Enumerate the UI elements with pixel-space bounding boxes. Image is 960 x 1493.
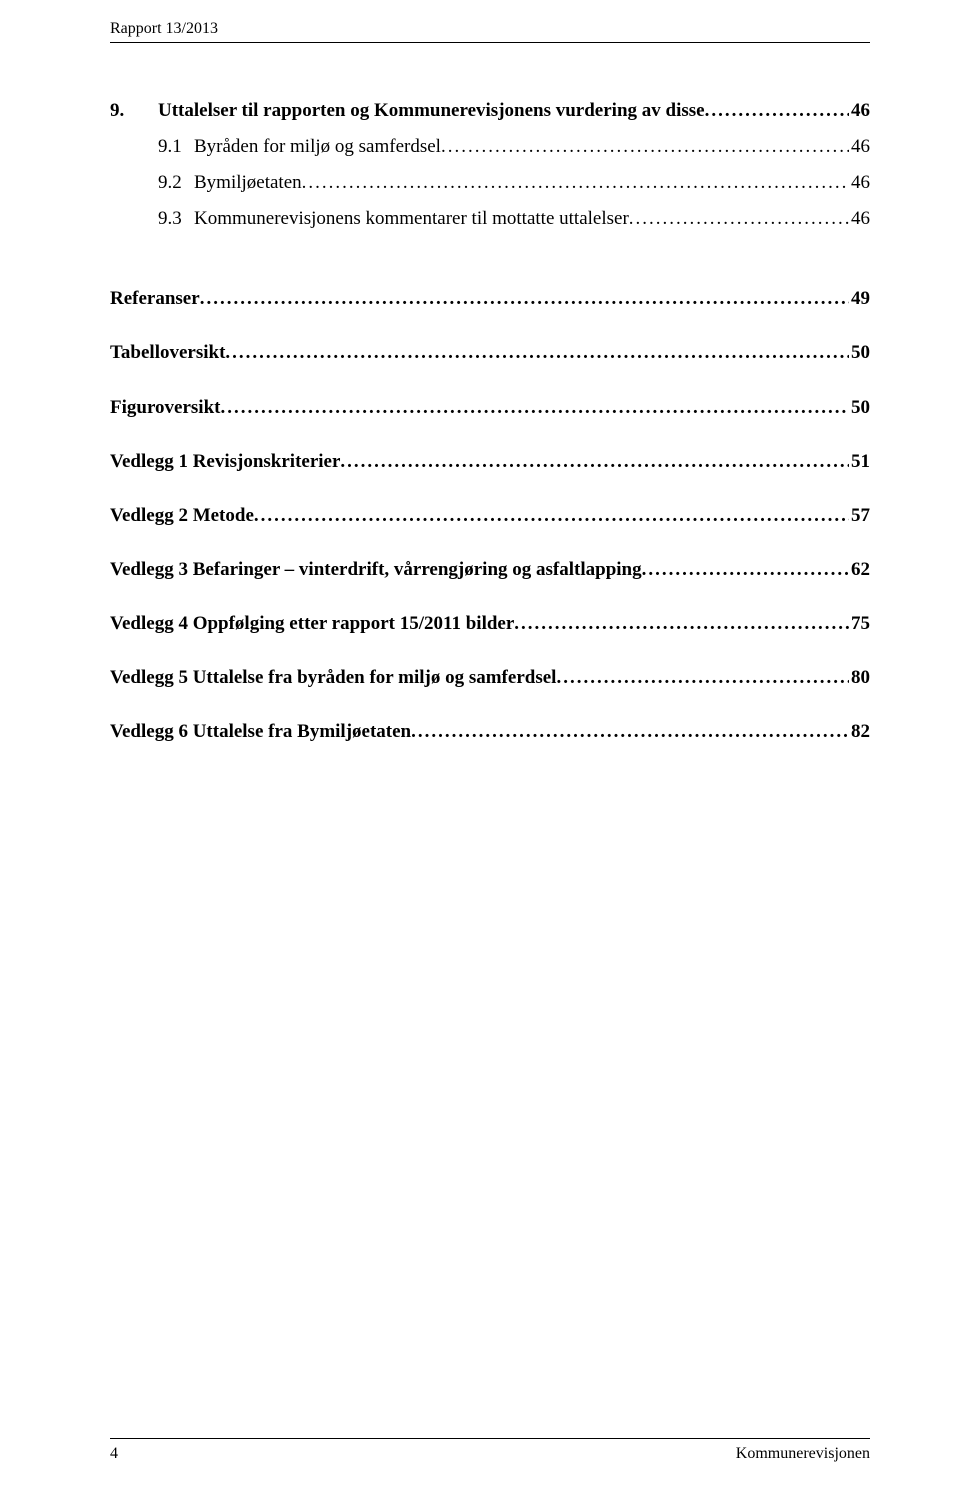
toc-leader-dots <box>220 390 849 426</box>
toc-page-number: 62 <box>849 552 870 588</box>
toc-referanser: Referanser 49 <box>110 281 870 317</box>
toc-page-number: 50 <box>849 335 870 371</box>
toc-leader-dots <box>629 201 849 237</box>
page: Rapport 13/2013 9. Uttalelser til rappor… <box>0 0 960 1493</box>
toc-vedlegg-3: Vedlegg 3 Befaringer – vinterdrift, vårr… <box>110 552 870 588</box>
toc-label: Vedlegg 4 Oppfølging etter rapport 15/20… <box>110 606 514 642</box>
toc-number: 9. <box>110 93 158 129</box>
toc-label: Kommunerevisjonens kommentarer til motta… <box>194 201 629 237</box>
toc-label: Referanser <box>110 281 200 317</box>
toc-leader-dots <box>411 714 849 750</box>
toc-leader-dots <box>514 606 849 642</box>
toc-label: Vedlegg 2 Metode <box>110 498 254 534</box>
toc-page-number: 57 <box>849 498 870 534</box>
toc-page-number: 49 <box>849 281 870 317</box>
toc-vedlegg-1: Vedlegg 1 Revisjonskriterier 51 <box>110 444 870 480</box>
toc-page-number: 46 <box>849 129 870 165</box>
toc-vedlegg-2: Vedlegg 2 Metode 57 <box>110 498 870 534</box>
toc-label: Tabelloversikt <box>110 335 225 371</box>
toc-page-number: 75 <box>849 606 870 642</box>
toc-tabelloversikt: Tabelloversikt 50 <box>110 335 870 371</box>
toc-label: Figuroversikt <box>110 390 220 426</box>
toc-number: 9.2 <box>158 165 194 201</box>
toc-vedlegg-5: Vedlegg 5 Uttalelse fra byråden for milj… <box>110 660 870 696</box>
toc-section-9-1: 9.1 Byråden for miljø og samferdsel 46 <box>110 129 870 165</box>
toc-leader-dots <box>254 498 849 534</box>
toc-page-number: 50 <box>849 390 870 426</box>
toc-leader-dots <box>642 552 849 588</box>
toc-label: Vedlegg 5 Uttalelse fra byråden for milj… <box>110 660 556 696</box>
toc-label: Byråden for miljø og samferdsel <box>194 129 441 165</box>
toc-label: Uttalelser til rapporten og Kommunerevis… <box>158 93 705 129</box>
header-report-id: Rapport 13/2013 <box>110 20 870 43</box>
page-footer: 4 Kommunerevisjonen <box>110 1438 870 1463</box>
toc-vedlegg-6: Vedlegg 6 Uttalelse fra Bymiljøetaten 82 <box>110 714 870 750</box>
toc-leader-dots <box>340 444 849 480</box>
toc-chapter-9: 9. Uttalelser til rapporten og Kommunere… <box>110 93 870 129</box>
footer-page-number: 4 <box>110 1445 118 1463</box>
toc-vedlegg-4: Vedlegg 4 Oppfølging etter rapport 15/20… <box>110 606 870 642</box>
toc-leader-dots <box>200 281 849 317</box>
toc-leader-dots <box>441 129 849 165</box>
toc-page-number: 46 <box>849 201 870 237</box>
toc-page-number: 80 <box>849 660 870 696</box>
toc-leader-dots <box>556 660 849 696</box>
toc-label: Vedlegg 3 Befaringer – vinterdrift, vårr… <box>110 552 642 588</box>
toc-label: Vedlegg 6 Uttalelse fra Bymiljøetaten <box>110 714 411 750</box>
toc-number: 9.3 <box>158 201 194 237</box>
toc-section-9-2: 9.2 Bymiljøetaten 46 <box>110 165 870 201</box>
toc-label: Bymiljøetaten <box>194 165 302 201</box>
toc-figuroversikt: Figuroversikt 50 <box>110 390 870 426</box>
toc-page-number: 46 <box>849 165 870 201</box>
toc-leader-dots <box>302 165 849 201</box>
toc-page-number: 82 <box>849 714 870 750</box>
toc-page-number: 46 <box>849 93 870 129</box>
toc-content: 9. Uttalelser til rapporten og Kommunere… <box>110 43 870 1438</box>
toc-label: Vedlegg 1 Revisjonskriterier <box>110 444 340 480</box>
footer-organization: Kommunerevisjonen <box>736 1445 870 1463</box>
toc-page-number: 51 <box>849 444 870 480</box>
toc-leader-dots <box>705 93 849 129</box>
toc-leader-dots <box>225 335 849 371</box>
toc-section-9-3: 9.3 Kommunerevisjonens kommentarer til m… <box>110 201 870 237</box>
toc-number: 9.1 <box>158 129 194 165</box>
